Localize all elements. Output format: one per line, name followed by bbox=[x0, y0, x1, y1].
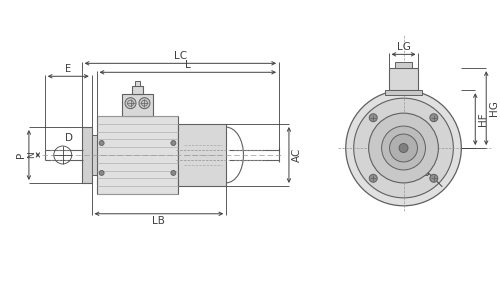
Circle shape bbox=[430, 114, 438, 122]
Bar bbox=[178, 124, 226, 186]
Bar bbox=[384, 90, 422, 95]
Circle shape bbox=[99, 170, 104, 175]
Text: LB: LB bbox=[152, 216, 166, 226]
Text: E: E bbox=[65, 64, 71, 74]
Circle shape bbox=[390, 134, 417, 162]
Bar bbox=[122, 94, 154, 116]
Circle shape bbox=[382, 126, 426, 170]
Circle shape bbox=[125, 98, 136, 109]
Circle shape bbox=[368, 113, 438, 183]
Circle shape bbox=[171, 170, 176, 175]
Bar bbox=[132, 86, 143, 94]
Text: HG: HG bbox=[489, 100, 499, 116]
Text: N: N bbox=[27, 152, 36, 158]
Bar bbox=[96, 116, 178, 194]
Circle shape bbox=[430, 174, 438, 182]
Text: D: D bbox=[65, 133, 73, 143]
Circle shape bbox=[346, 90, 462, 206]
Circle shape bbox=[399, 144, 408, 152]
Circle shape bbox=[369, 174, 377, 182]
Bar bbox=[134, 81, 140, 86]
Bar bbox=[82, 127, 92, 183]
Text: L: L bbox=[185, 60, 190, 70]
Text: HF: HF bbox=[478, 112, 488, 126]
Text: LG: LG bbox=[396, 42, 410, 52]
Text: P: P bbox=[16, 152, 26, 158]
Circle shape bbox=[354, 98, 454, 198]
Text: AC: AC bbox=[292, 148, 302, 162]
Bar bbox=[92, 135, 96, 175]
Circle shape bbox=[99, 141, 104, 145]
Text: S: S bbox=[422, 168, 429, 178]
Circle shape bbox=[171, 141, 176, 145]
Circle shape bbox=[139, 98, 150, 109]
Text: LC: LC bbox=[174, 51, 187, 61]
Bar bbox=[394, 62, 412, 68]
Text: 45: 45 bbox=[410, 161, 424, 175]
Circle shape bbox=[369, 114, 377, 122]
Bar bbox=[388, 68, 418, 90]
